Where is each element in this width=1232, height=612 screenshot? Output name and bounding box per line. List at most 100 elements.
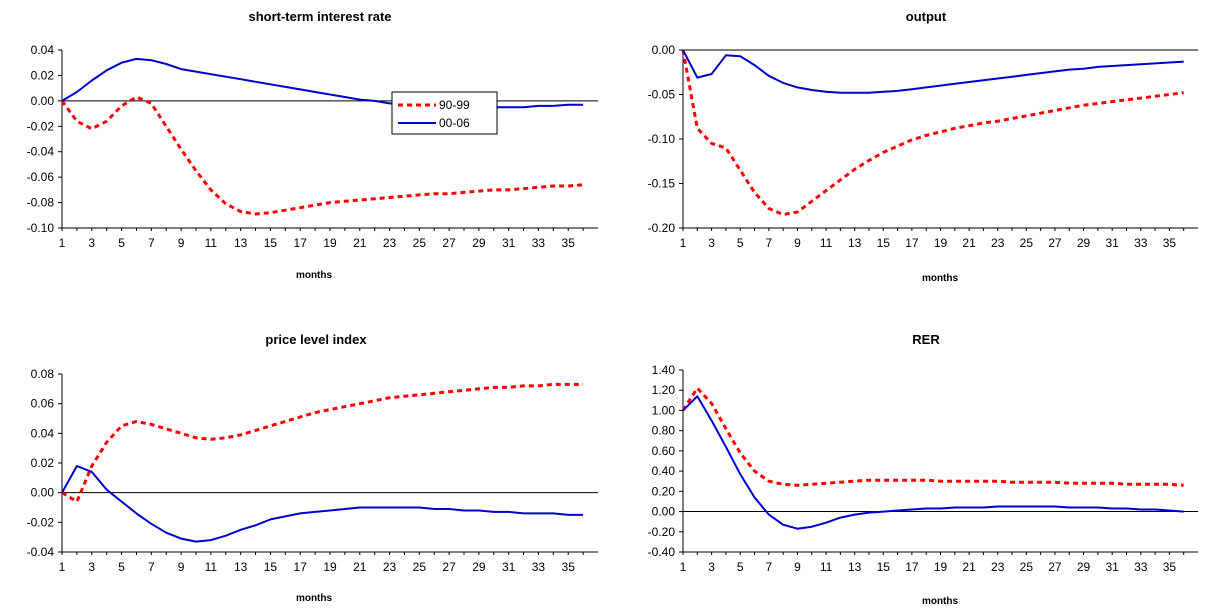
y-tick-label: 0.02 — [31, 68, 55, 82]
x-tick-label: 17 — [905, 560, 919, 574]
y-tick-label: -0.10 — [27, 221, 55, 235]
x-tick-label: 33 — [532, 560, 546, 574]
x-tick-label: 21 — [962, 236, 976, 250]
x-axis-label: months — [922, 273, 959, 284]
y-tick-label: -0.15 — [648, 177, 676, 191]
x-tick-label: 9 — [794, 236, 801, 250]
x-tick-label: 13 — [234, 236, 248, 250]
y-tick-label: -0.20 — [648, 221, 676, 235]
series-line-00-06 — [61, 465, 584, 543]
x-tick-label: 27 — [1048, 560, 1062, 574]
x-tick-label: 15 — [264, 560, 278, 574]
x-tick-label: 15 — [877, 560, 891, 574]
x-tick-label: 27 — [442, 560, 456, 574]
x-tick-label: 1 — [59, 236, 66, 250]
x-tick-label: 17 — [294, 560, 308, 574]
x-tick-label: 5 — [118, 560, 125, 574]
y-tick-label: 0.40 — [652, 464, 676, 478]
plot-area: 0.040.020.00-0.02-0.04-0.06-0.08-0.101 3 5… — [27, 43, 598, 250]
chart-title: output — [906, 9, 947, 24]
x-tick-label: 19 — [934, 560, 948, 574]
x-tick-label: 23 — [991, 236, 1005, 250]
x-tick-label: 33 — [1134, 560, 1148, 574]
x-tick-label: 5 — [737, 560, 744, 574]
x-tick-label: 27 — [1048, 236, 1062, 250]
y-tick-label: -0.05 — [648, 88, 676, 102]
x-tick-label: 7 — [148, 236, 155, 250]
series-line-90-99 — [681, 49, 1184, 217]
x-tick-label: 1 — [680, 236, 687, 250]
x-tick-label: 31 — [502, 560, 516, 574]
x-tick-label: 19 — [934, 236, 948, 250]
series-line-90-99 — [60, 95, 584, 216]
y-tick-label: -0.20 — [648, 525, 676, 539]
y-tick-label: 0.04 — [31, 43, 55, 57]
y-tick-label: 0.00 — [31, 486, 55, 500]
x-tick-label: 3 — [708, 236, 715, 250]
x-tick-label: 7 — [765, 236, 772, 250]
x-tick-label: 35 — [562, 236, 576, 250]
plot-area: 0.00-0.05-0.10-0.15-0.201 3 5 7 9 11 13 15 17 19 2… — [648, 43, 1198, 250]
y-tick-label: 1.00 — [652, 403, 676, 417]
legend-box — [391, 91, 498, 135]
plot-area: 0.080.060.040.020.00-0.02-0.041 3 5 7 9 11 13 1… — [27, 367, 598, 574]
y-tick-label: -0.02 — [27, 515, 55, 529]
legend-label-00-06: 00-06 — [439, 116, 470, 130]
x-tick-label: 25 — [1020, 560, 1034, 574]
x-tick-label: 21 — [962, 560, 976, 574]
x-tick-label: 11 — [820, 236, 833, 250]
y-tick-label: 0.08 — [31, 367, 55, 381]
x-tick-label: 31 — [1105, 560, 1119, 574]
x-axis-label: months — [296, 593, 333, 604]
x-tick-label: 23 — [383, 236, 397, 250]
x-tick-label: 29 — [472, 236, 486, 250]
series-line-90-99 — [681, 386, 1184, 487]
x-tick-label: 27 — [442, 236, 456, 250]
y-tick-label: -0.10 — [648, 132, 676, 146]
x-tick-label: 11 — [820, 560, 833, 574]
x-tick-label: 35 — [1163, 560, 1177, 574]
y-tick-label: 0.80 — [652, 424, 676, 438]
y-tick-label: -0.04 — [27, 545, 55, 559]
y-tick-label: -0.06 — [27, 170, 55, 184]
x-tick-label: 13 — [234, 560, 248, 574]
x-tick-label: 19 — [323, 236, 337, 250]
x-tick-label: 21 — [353, 560, 367, 574]
x-tick-label: 29 — [1077, 236, 1091, 250]
y-tick-label: 0.00 — [652, 43, 676, 57]
x-tick-label: 9 — [178, 560, 185, 574]
x-tick-label: 7 — [148, 560, 155, 574]
panel-price-level-index: price level index 0.08 0.06 0.04 0.02 0.00 -0… — [27, 332, 598, 604]
x-tick-label: 17 — [294, 236, 308, 250]
y-tick-label: -0.40 — [648, 545, 676, 559]
x-tick-label: 13 — [848, 236, 862, 250]
panel-rer: RER 1.40 1.20 1.00 0.80 0.60 0.40 0.20 0.00 -0.2… — [648, 332, 1198, 607]
plot-area: 1.40 1.20 1.00 0.80 0.60 0.40 0.20 0.00 -0.20 -0.… — [648, 363, 1198, 574]
y-tick-label: 0.02 — [31, 456, 55, 470]
y-tick-label: 0.00 — [31, 94, 55, 108]
chart-title: short-term interest rate — [248, 9, 391, 24]
x-tick-label: 33 — [1134, 236, 1148, 250]
y-tick-label: 0.06 — [31, 397, 55, 411]
x-tick-label: 9 — [178, 236, 185, 250]
x-tick-label: 23 — [991, 560, 1005, 574]
x-tick-label: 31 — [502, 236, 516, 250]
x-tick-label: 9 — [794, 560, 801, 574]
x-tick-label: 25 — [413, 236, 427, 250]
x-tick-label: 3 — [88, 560, 95, 574]
x-tick-label: 33 — [532, 236, 546, 250]
y-tick-label: 0.04 — [31, 426, 55, 440]
x-tick-label: 25 — [413, 560, 427, 574]
x-tick-label: 23 — [383, 560, 397, 574]
y-tick-label: 1.40 — [652, 363, 676, 377]
chart-title: RER — [912, 332, 940, 347]
x-tick-label: 3 — [708, 560, 715, 574]
x-tick-label: 15 — [264, 236, 278, 250]
panel-short-term-interest-rate: short-term interest rate 0.04 0.02 0.00 -0.… — [27, 9, 598, 281]
chart-title: price level index — [265, 332, 367, 347]
legend: 90-99 00-06 — [391, 91, 498, 135]
x-tick-label: 13 — [848, 560, 862, 574]
x-tick-label: 35 — [562, 560, 576, 574]
y-tick-label: -0.04 — [27, 145, 55, 159]
x-tick-label: 1 — [59, 560, 66, 574]
